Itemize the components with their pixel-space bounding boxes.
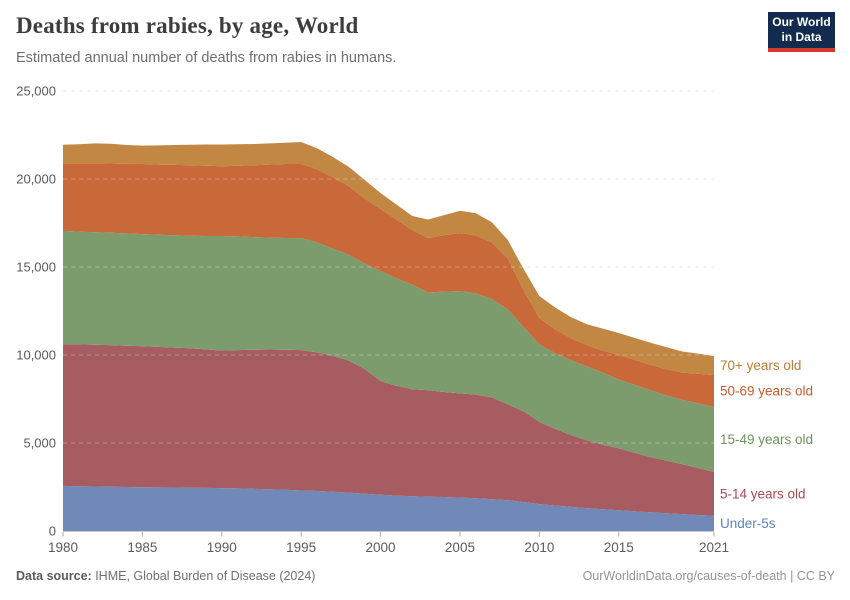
data-source-text: IHME, Global Burden of Disease (2024) [91,569,316,583]
x-axis-label: 1995 [286,540,316,555]
x-axis-label: 1990 [207,540,237,555]
page-subtitle: Estimated annual number of deaths from r… [16,50,397,66]
area-70-years-old[interactable] [63,142,714,376]
legend-label-70-years-old[interactable]: 70+ years old [720,358,801,373]
y-axis-label: 5,000 [23,436,56,451]
y-axis-label: 10,000 [16,348,56,363]
y-axis-label: 25,000 [16,84,56,99]
x-axis-label: 1985 [127,540,157,555]
area-15-49-years-old[interactable] [63,230,714,472]
owid-logo-line2: in Data [781,30,822,44]
legend-label-under-5s[interactable]: Under-5s [720,516,776,531]
y-axis-label: 20,000 [16,172,56,187]
area-under-5s[interactable] [63,485,714,531]
x-axis-label: 2010 [524,540,554,555]
chart-footer: Data source: IHME, Global Burden of Dise… [16,569,835,583]
legend-label-50-69-years-old[interactable]: 50-69 years old [720,384,813,399]
area-5-14-years-old[interactable] [63,344,714,516]
y-axis-label: 15,000 [16,260,56,275]
page-title: Deaths from rabies, by age, World [16,13,359,38]
area-50-69-years-old[interactable] [63,163,714,408]
x-axis-label: 1980 [48,540,78,555]
owid-logo-line1: Our World [772,15,831,29]
legend-label-5-14-years-old[interactable]: 5-14 years old [720,486,806,501]
x-axis-label: 2000 [366,540,396,555]
data-source-label: Data source: [16,569,92,583]
legend-label-15-49-years-old[interactable]: 15-49 years old [720,432,813,447]
data-source-note: Data source: IHME, Global Burden of Dise… [16,569,315,583]
x-axis-label: 2015 [604,540,634,555]
y-axis-label: 0 [49,524,56,539]
owid-logo[interactable]: Our World in Data [768,12,835,52]
license-link[interactable]: OurWorldinData.org/causes-of-death | CC … [582,569,835,583]
x-axis-label: 2005 [445,540,475,555]
x-axis-label: 2021 [699,540,729,555]
